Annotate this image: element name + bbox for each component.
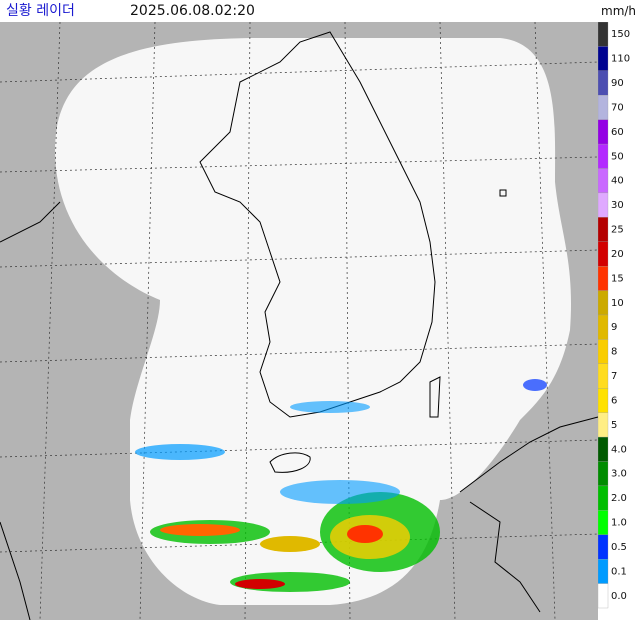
legend-swatch [598,119,609,145]
legend-swatch [598,436,609,462]
legend-label: 2.0 [611,493,627,504]
legend-swatch [598,388,609,413]
coastlines [0,31,599,620]
legend-swatch [598,143,609,169]
radar-coverage [55,38,572,605]
legend-swatch [598,534,609,560]
legend-label: 60 [611,127,624,138]
legend-label: 0.1 [611,566,627,577]
legend-label: 150 [611,29,630,40]
legend-swatch [598,95,609,120]
legend-label: 9 [611,322,617,333]
legend-label: 1.0 [611,518,627,529]
legend-label: 3.0 [611,469,627,480]
legend-swatch [598,314,609,340]
legend-swatch [598,290,609,316]
legend-label: 5 [611,420,617,431]
legend-swatch [598,241,609,267]
legend-swatch [598,266,609,291]
legend-label: 90 [611,78,624,89]
precipitation [135,379,547,592]
legend-swatch [598,510,609,535]
legend-swatch [598,559,609,584]
radar-map [0,22,599,620]
legend-swatch [598,168,609,194]
unit-label: mm/h [601,4,635,18]
legend-label: 15 [611,273,624,284]
legend-swatch [598,217,609,242]
legend-swatch [598,339,609,364]
legend-swatch [598,70,609,96]
legend-label: 4.0 [611,444,627,455]
legend-swatch [598,363,609,389]
legend-label: 25 [611,225,624,236]
legend-swatch [598,485,609,511]
legend-label: 0.0 [611,591,627,602]
page-title: 실황 레이더 [6,3,75,19]
legend-swatch [598,192,609,218]
legend-swatch [598,22,609,47]
legend-label: 50 [611,151,624,162]
legend-swatch [598,412,609,438]
legend-label: 8 [611,347,617,358]
legend: 150 110 90 70 60 50 40 30 25 20 15 10 9 8 7 6 5 4.0 3.0 2.0… [598,22,630,609]
legend-label: 40 [611,176,624,187]
legend-swatch [598,46,609,71]
legend-label: 110 [611,54,630,65]
legend-label: 7 [611,371,617,382]
legend-label: 30 [611,200,624,211]
legend-label: 70 [611,102,624,113]
legend-label: 0.5 [611,542,627,553]
legend-swatch [598,583,609,609]
legend-swatch [598,461,609,487]
timestamp: 2025.06.08.02:20 [130,3,255,19]
legend-label: 6 [611,395,617,406]
legend-label: 20 [611,249,624,260]
legend-label: 10 [611,298,624,309]
